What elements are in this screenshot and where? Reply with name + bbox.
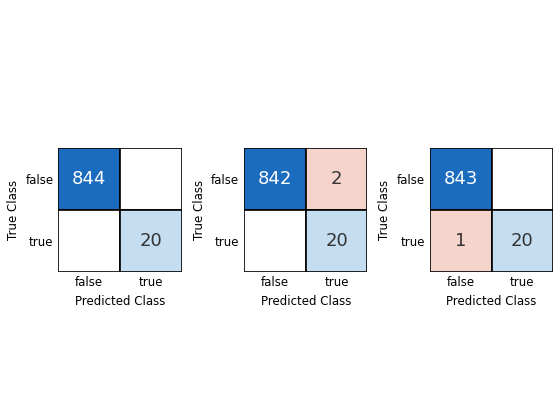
Bar [492, 210, 553, 272]
Bar [306, 148, 367, 210]
Text: 20: 20 [139, 232, 162, 250]
Bar [120, 210, 181, 272]
Text: 20: 20 [325, 232, 348, 250]
X-axis label: Predicted Class: Predicted Class [446, 295, 536, 308]
Text: 2: 2 [331, 170, 342, 188]
Bar [430, 210, 492, 272]
Y-axis label: True Class: True Class [193, 180, 206, 240]
Bar [430, 148, 492, 210]
Y-axis label: True Class: True Class [7, 180, 20, 240]
Bar [120, 148, 181, 210]
X-axis label: Predicted Class: Predicted Class [75, 295, 165, 308]
Text: 20: 20 [511, 232, 534, 250]
Bar [244, 210, 306, 272]
Bar [58, 210, 120, 272]
Bar [306, 210, 367, 272]
Y-axis label: True Class: True Class [379, 180, 391, 240]
Text: 842: 842 [258, 170, 292, 188]
Text: 1: 1 [455, 232, 466, 250]
Text: 843: 843 [444, 170, 478, 188]
X-axis label: Predicted Class: Predicted Class [260, 295, 351, 308]
Bar [492, 148, 553, 210]
Bar [244, 148, 306, 210]
Text: 844: 844 [72, 170, 106, 188]
Bar [58, 148, 120, 210]
